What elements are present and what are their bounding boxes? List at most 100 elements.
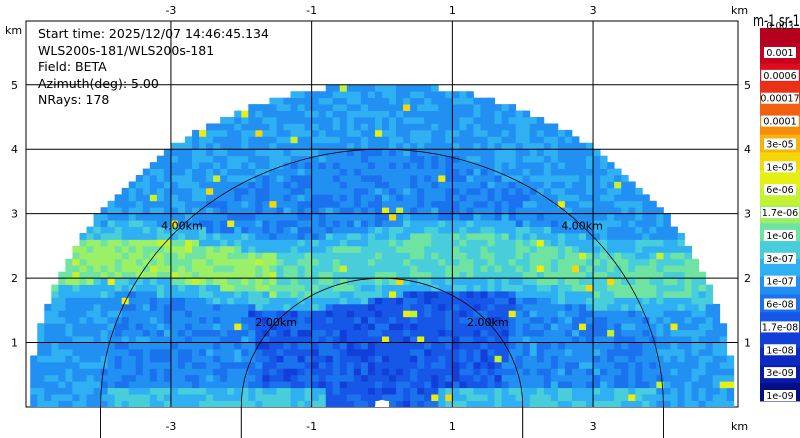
beta-cell [431,310,439,318]
beta-cell [318,368,327,376]
beta-cell [374,297,383,305]
beta-cell [114,220,123,227]
beta-cell [607,374,615,382]
beta-cell [332,271,341,279]
beta-cell [543,349,552,356]
beta-cell [346,175,355,182]
beta-cell [149,349,158,356]
beta-cell [459,278,467,285]
beta-cell [649,368,657,376]
beta-cell [515,329,524,337]
beta-cell [220,187,228,195]
beta-cell [290,271,298,279]
beta-cell [536,368,545,376]
beta-cell [501,194,510,202]
beta-cell [691,394,700,401]
beta-cell [65,278,73,285]
beta-cell [529,181,538,189]
beta-cell [642,271,650,279]
beta-cell [72,394,80,401]
beta-cell [135,258,144,266]
beta-cell [480,316,488,324]
beta-cell [170,374,179,382]
beta-cell [501,136,510,144]
beta-cell [515,162,524,169]
beta-cell [382,245,390,253]
beta-cell [234,258,242,266]
beta-cell [424,284,432,292]
beta-cell [241,303,249,311]
beta-cell [515,278,524,285]
beta-cell [227,361,235,369]
beta-cell [431,252,439,260]
beta-cell [677,336,685,343]
beta-cell [44,400,52,407]
beta-cell [656,310,664,318]
beta-cell [480,149,488,157]
beta-cell [543,220,552,227]
beta-cell [185,233,193,240]
beta-cell [65,258,73,266]
beta-cell [128,252,137,260]
beta-cell [367,355,376,363]
beta-cell [459,104,467,111]
beta-cell [360,97,369,105]
beta-cell [564,245,573,253]
beta-cell [149,162,158,169]
beta-cell [128,291,137,298]
beta-cell [86,355,94,363]
beta-cell [51,316,59,324]
beta-cell [557,213,566,221]
beta-cell [593,181,601,189]
beta-cell [593,400,601,407]
beta-cell [360,142,369,150]
beta-cell [410,239,418,247]
beta-cell [410,117,418,124]
beta-cell [142,187,151,195]
beta-cell [374,245,383,253]
beta-cell [550,291,559,298]
beta-cell [339,336,348,343]
beta-cell [346,323,355,331]
beta-cell [156,181,165,189]
beta-cell [586,381,594,389]
beta-cell [719,400,728,407]
beta-cell [114,284,123,292]
beta-cell [332,297,341,305]
beta-cell [564,220,573,227]
beta-cell [128,368,137,376]
beta-cell [382,361,390,369]
beta-cell [396,142,404,150]
beta-cell [276,258,284,266]
beta-cell [325,233,334,240]
beta-cell [382,258,390,266]
beta-cell [374,162,383,169]
beta-cell [255,252,263,260]
beta-cell [149,381,158,389]
colorbar-segment [760,170,800,189]
beta-cell [121,200,130,208]
y-tick-left: 1 [11,337,18,350]
beta-cell [213,181,221,189]
beta-cell [452,233,460,240]
beta-cell [459,233,467,240]
beta-cell [156,168,165,176]
beta-cell [149,226,158,234]
beta-cell [635,297,643,305]
beta-cell [663,265,671,273]
beta-cell [452,117,460,124]
beta-cell [276,297,284,305]
beta-cell [473,336,481,343]
beta-cell [712,342,721,350]
beta-cell [389,361,397,369]
beta-cell [649,374,657,382]
beta-cell [311,355,320,363]
beta-cell [234,245,242,253]
beta-cell [332,245,341,253]
beta-cell [480,303,488,311]
beta-cell [424,194,432,202]
beta-cell [241,394,249,401]
beta-cell [501,252,510,260]
beta-cell [621,200,629,208]
beta-cell [220,142,228,150]
